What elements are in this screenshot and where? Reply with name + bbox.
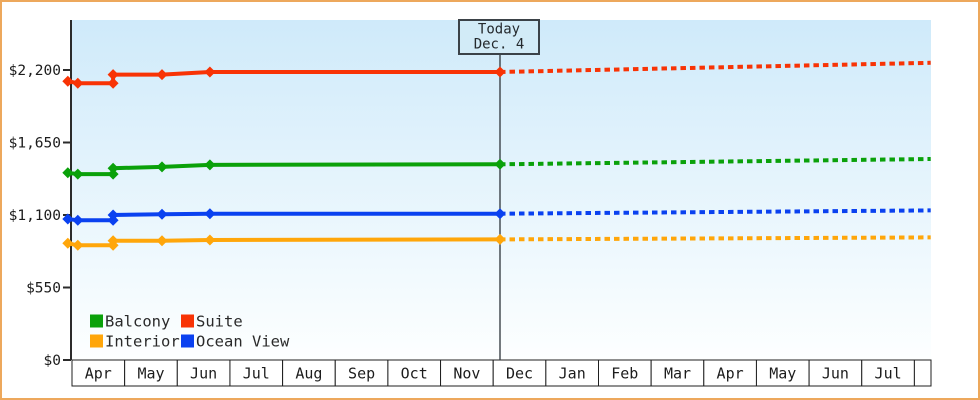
series-point-ocean-view xyxy=(107,209,119,221)
month-label: Sep xyxy=(348,365,375,383)
legend-label-balcony: Balcony xyxy=(105,313,170,331)
month-label: Nov xyxy=(453,365,480,383)
month-cell xyxy=(440,359,494,387)
legend-label-suite: Suite xyxy=(196,313,243,331)
series-point-balcony xyxy=(107,168,119,180)
legend-swatch-suite xyxy=(181,314,194,328)
today-label-line2: Dec. 4 xyxy=(474,37,525,53)
month-cell xyxy=(650,359,705,387)
series-point-ocean-view xyxy=(156,208,168,220)
y-tick-mark xyxy=(63,359,71,361)
series-forecast-balcony xyxy=(499,157,931,167)
today-box xyxy=(458,19,540,55)
series-point-suite xyxy=(494,66,506,78)
series-point-balcony xyxy=(107,162,119,174)
month-cell-partial xyxy=(913,359,932,387)
legend-swatch-balcony xyxy=(90,314,103,328)
y-tick-mark xyxy=(63,141,71,144)
month-label: May xyxy=(137,365,164,383)
month-label: Apr xyxy=(85,365,112,383)
month-cell xyxy=(808,359,863,387)
series-point-ocean-view xyxy=(494,208,506,220)
month-label: Mar xyxy=(664,365,691,383)
y-axis xyxy=(70,20,72,360)
series-point-suite xyxy=(72,77,84,89)
series-point-interior xyxy=(62,237,74,249)
series-point-ocean-view xyxy=(72,214,84,226)
month-cell xyxy=(861,359,915,387)
month-label: Jul xyxy=(875,365,902,383)
series-point-suite xyxy=(107,77,119,89)
y-tick-label: $0 xyxy=(44,353,61,369)
series-forecast-suite xyxy=(499,60,931,74)
legend-label-interior: Interior xyxy=(105,333,180,351)
series-point-ocean-view xyxy=(62,213,74,225)
chart-dynamic-layer: $0 $550 $1,100 $1,650 $2,200 Apr May Jun Jul Aug S… xyxy=(9,20,932,387)
series-point-suite xyxy=(107,69,119,81)
month-label: Aug xyxy=(295,365,322,383)
month-label: Jul xyxy=(243,365,270,383)
month-cell xyxy=(71,359,126,387)
series-point-balcony xyxy=(156,161,168,173)
month-label: Apr xyxy=(717,365,744,383)
legend-label-ocean-view: Ocean View xyxy=(196,333,290,351)
y-tick-label: $1,650 xyxy=(9,136,61,152)
month-cell xyxy=(387,359,442,387)
series-point-interior xyxy=(204,234,216,246)
series-point-balcony xyxy=(494,158,506,170)
series-point-suite xyxy=(156,69,168,81)
series-point-interior xyxy=(72,239,84,251)
series-forecast-ocean-view xyxy=(499,208,931,216)
today-label-line1: Today xyxy=(478,22,520,38)
month-label: Jan xyxy=(559,365,586,383)
month-label: May xyxy=(769,365,796,383)
series-point-suite xyxy=(62,75,74,87)
today-marker: Today Dec. 4 xyxy=(458,19,540,55)
month-label: Feb xyxy=(611,365,638,383)
series-point-balcony xyxy=(62,167,74,179)
series-point-interior xyxy=(494,233,506,245)
series-point-interior xyxy=(156,235,168,247)
legend-swatch-ocean-view xyxy=(181,334,194,348)
month-cell xyxy=(545,359,599,387)
month-label: Jun xyxy=(822,365,849,383)
y-tick-label: $2,200 xyxy=(9,63,61,79)
series-point-ocean-view xyxy=(204,208,216,220)
series-point-balcony xyxy=(72,168,84,180)
legend-swatch-interior xyxy=(90,334,103,348)
series-point-interior xyxy=(107,235,119,247)
series-forecast-interior xyxy=(499,235,931,242)
plot-area xyxy=(72,20,931,360)
y-tick-label: $1,100 xyxy=(9,208,61,224)
series-point-balcony xyxy=(204,159,216,171)
month-label: Jun xyxy=(190,365,217,383)
y-tick-mark xyxy=(63,286,71,289)
y-tick-mark xyxy=(63,69,71,71)
y-tick-label: $550 xyxy=(26,281,61,297)
month-label: Dec xyxy=(506,365,533,383)
month-label: Oct xyxy=(401,365,428,383)
series-point-suite xyxy=(204,66,216,78)
